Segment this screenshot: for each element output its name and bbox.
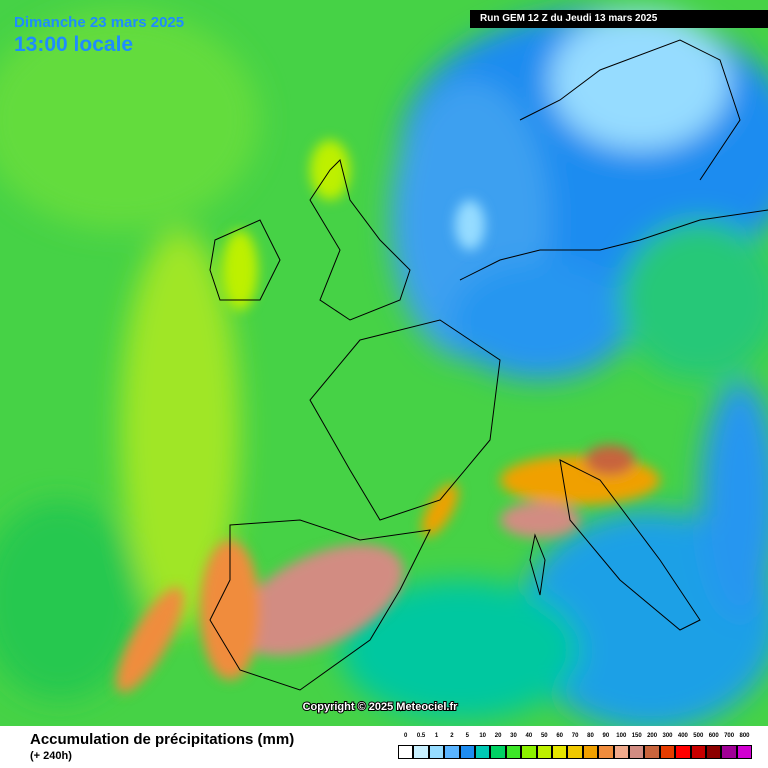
legend-swatch <box>521 745 537 759</box>
legend-label: 1 <box>434 733 439 739</box>
legend-label: 30 <box>510 733 517 739</box>
legend-label: 0 <box>404 733 408 739</box>
legend-label: 80 <box>587 733 594 739</box>
copyright: Copyright © 2025 Meteociel.fr <box>303 701 459 713</box>
legend-label: 60 <box>556 733 564 739</box>
legend-label: 300 <box>662 733 673 739</box>
precipitation-map: Copyright © 2025 Meteociel.fr <box>0 0 768 726</box>
legend-swatch <box>598 745 614 759</box>
legend-label: 0.5 <box>416 733 426 739</box>
legend-label: 20 <box>494 733 502 739</box>
footer-title: Accumulation de précipitations (mm) <box>30 731 295 748</box>
legend-label: 800 <box>739 733 750 739</box>
legend-swatch <box>644 745 660 759</box>
date: Dimanche 23 mars 2025 <box>14 14 185 31</box>
legend-label: 2 <box>450 733 454 739</box>
legend-swatch <box>459 745 475 759</box>
legend-label: 40 <box>525 733 533 739</box>
legend: 0 0.5 1 2 5 10 20 30 40 50 60 70 80 90 100 150 200 300 400… <box>398 733 758 763</box>
legend-swatch <box>398 745 414 759</box>
legend-swatch <box>428 745 445 759</box>
legend-swatch <box>582 745 599 759</box>
legend-swatch <box>444 745 460 759</box>
legend-label: 50 <box>540 733 548 739</box>
legend-swatch <box>536 745 552 759</box>
legend-swatch <box>490 745 506 759</box>
legend-swatch <box>690 745 706 759</box>
legend-swatch <box>736 745 753 759</box>
footer-subtitle: (+ 240h) <box>30 750 72 762</box>
legend-swatch <box>659 745 676 759</box>
legend-swatch <box>475 745 491 759</box>
legend-swatch <box>613 745 629 759</box>
legend-label: 500 <box>693 733 704 739</box>
legend-swatch <box>675 745 691 759</box>
run-banner: Run GEM 12 Z du Jeudi 13 mars 2025 <box>470 10 768 28</box>
legend-label: 5 <box>465 733 469 739</box>
legend-swatch <box>552 745 568 759</box>
legend-label: 400 <box>677 733 688 739</box>
legend-swatch <box>706 745 722 759</box>
legend-swatch <box>567 745 583 759</box>
legend-label: 150 <box>631 733 642 739</box>
legend-swatch <box>721 745 737 759</box>
legend-label: 70 <box>571 733 579 739</box>
legend-label: 700 <box>724 733 735 739</box>
legend-label: 90 <box>602 733 610 739</box>
legend-label: 100 <box>616 733 627 739</box>
legend-swatch <box>413 745 429 759</box>
legend-label: 200 <box>647 733 658 739</box>
legend-swatch <box>629 745 645 759</box>
time: 13:00 locale <box>14 33 134 56</box>
legend-label: 600 <box>708 733 719 739</box>
legend-label: 10 <box>479 733 487 739</box>
legend-swatch <box>505 745 522 759</box>
